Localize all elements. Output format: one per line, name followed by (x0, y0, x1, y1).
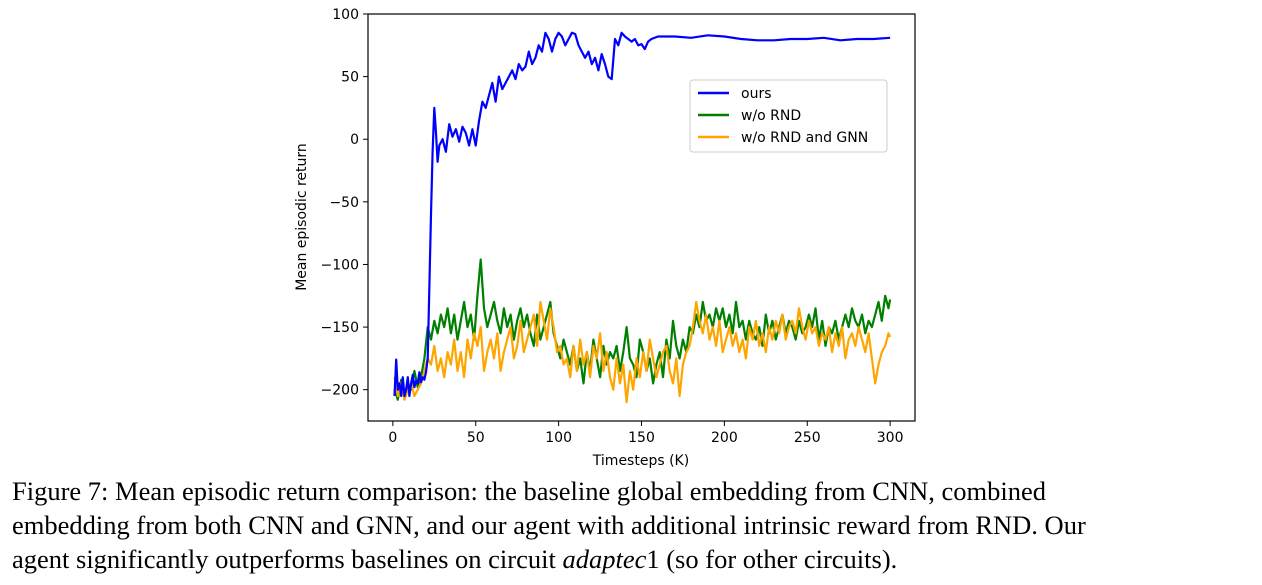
caption-line-3: agent significantly outperforms baseline… (12, 542, 1257, 576)
y-tick-label: 50 (341, 70, 359, 86)
y-tick-label: 100 (332, 7, 359, 23)
x-tick-label: 150 (628, 430, 655, 446)
y-tick-label: −50 (329, 195, 359, 211)
y-tick-label: −150 (321, 320, 359, 336)
y-tick-label: −100 (321, 257, 359, 273)
circuit-name: adaptec (562, 544, 647, 574)
x-tick-label: 250 (794, 430, 821, 446)
x-tick-label: 300 (877, 430, 904, 446)
legend: ours w/o RND w/o RND and GNN (689, 79, 888, 153)
x-tick-label: 100 (545, 430, 572, 446)
y-axis-label: Mean episodic return (294, 143, 310, 291)
x-axis-label: Timesteps (K) (592, 453, 689, 469)
series-layer (393, 31, 892, 404)
figure-caption: Figure 7: Mean episodic return compariso… (12, 474, 1257, 576)
y-tick-label: −200 (321, 383, 359, 399)
caption-text: agent significantly outperforms baseline… (12, 544, 563, 574)
legend-label-2: w/o RND and GNN (741, 130, 868, 146)
legend-box (689, 79, 888, 153)
x-tick-label: 50 (467, 430, 485, 446)
legend-label-1: w/o RND (741, 108, 801, 124)
x-axis: 0 50 100 150 200 250 300 (388, 421, 904, 446)
series-line-0 (393, 31, 891, 398)
circuit-number: 1 (646, 544, 660, 574)
caption-line-1: Figure 7: Mean episodic return compariso… (12, 476, 1046, 506)
legend-label-0: ours (741, 86, 772, 102)
chart-figure: 0 50 100 150 200 250 300 100 50 0 −50 −100 −150 −200… (294, 7, 916, 469)
y-tick-label: 0 (350, 132, 359, 148)
series-line-2 (393, 300, 892, 404)
x-tick-label: 0 (388, 430, 397, 446)
x-tick-label: 200 (711, 430, 738, 446)
caption-line-2: embedding from both CNN and GNN, and our… (12, 510, 1086, 540)
y-axis: 100 50 0 −50 −100 −150 −200 (321, 7, 368, 399)
caption-text-end: (so for other circuits). (659, 544, 898, 574)
